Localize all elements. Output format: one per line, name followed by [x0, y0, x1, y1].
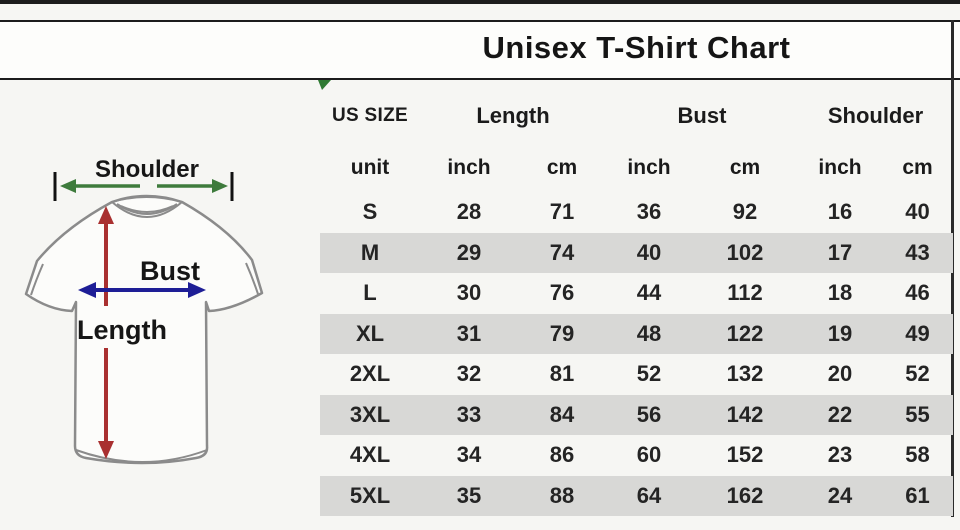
- shoulder-inch-header: inch: [818, 156, 862, 179]
- bust-measure: Bust: [78, 256, 206, 298]
- measurement-value: 52: [905, 361, 930, 387]
- length-cm-header: cm: [546, 156, 578, 179]
- measurement-value: 132: [726, 361, 764, 387]
- measurement-value: 43: [905, 239, 930, 265]
- tshirt-measurement-diagram: Shoulder Length Bust: [0, 140, 320, 530]
- table-row: 3XL 33 84 56 142 22 55: [320, 394, 953, 435]
- measurement-value: 71: [549, 199, 575, 225]
- page-title: Unisex T-Shirt Chart: [482, 30, 791, 65]
- measurement-value: 44: [636, 280, 662, 306]
- size-label: 4XL: [349, 442, 391, 468]
- measurement-value: 17: [827, 239, 853, 265]
- unit-header: unit: [350, 156, 390, 179]
- measurement-value: 16: [827, 199, 853, 225]
- measurement-value: 20: [827, 361, 853, 387]
- measurement-value: 74: [549, 239, 575, 265]
- bust-arrow-label: Bust: [140, 256, 200, 286]
- shoulder-arrow-label: Shoulder: [95, 156, 199, 183]
- measurement-value: 52: [636, 361, 662, 387]
- title-top-rule: [0, 20, 960, 22]
- measurement-value: 19: [827, 320, 853, 346]
- green-wedge-marker: [318, 80, 331, 90]
- table-unit-header-row: unit inch cm inch cm inch cm: [320, 144, 953, 192]
- size-label: L: [363, 280, 377, 306]
- measurement-value: 102: [726, 239, 764, 265]
- measurement-value: 28: [456, 199, 482, 225]
- tshirt-detail-lines: [30, 196, 259, 463]
- table-row: 4XL 34 86 60 152 23 58: [320, 435, 953, 476]
- measurement-value: 40: [636, 239, 662, 265]
- measurement-value: 92: [732, 199, 758, 225]
- measurement-value: 22: [827, 401, 853, 427]
- table-row: L 30 76 44 112 18 46: [320, 273, 953, 314]
- tshirt-diagram-svg: Shoulder Length Bust: [24, 156, 264, 465]
- title-band: [0, 22, 960, 78]
- size-label: 3XL: [349, 401, 391, 427]
- size-table: US SIZE Length Bust Shoulder unit inch c…: [320, 88, 953, 516]
- size-label: 5XL: [349, 482, 391, 508]
- measurement-value: 142: [726, 401, 764, 427]
- measurement-value: 122: [726, 320, 764, 346]
- shoulder-group-header: Shoulder: [827, 103, 924, 128]
- measurement-value: 56: [636, 401, 662, 427]
- table-row: XL 31 79 48 122 19 49: [320, 313, 953, 354]
- measurement-value: 84: [549, 401, 575, 427]
- tshirt-outline: [24, 194, 264, 465]
- measurement-value: 49: [905, 320, 930, 346]
- measurement-value: 61: [905, 482, 930, 508]
- measurement-value: 48: [636, 320, 662, 346]
- top-rule: [0, 0, 960, 4]
- measurement-value: 35: [456, 482, 482, 508]
- measurement-value: 76: [549, 280, 575, 306]
- table-row: 5XL 35 88 64 162 24 61: [320, 475, 953, 516]
- size-label: M: [360, 239, 380, 265]
- measurement-value: 86: [549, 442, 575, 468]
- table-row: S 28 71 36 92 16 40: [320, 192, 953, 233]
- measurement-value: 88: [549, 482, 575, 508]
- bust-group-header: Bust: [677, 103, 727, 128]
- length-group-header: Length: [476, 103, 550, 128]
- size-table-body: S 28 71 36 92 16 40 M 29 74 40 102 17 43 L 30 76 44 112 18 4…: [320, 192, 953, 516]
- measurement-value: 30: [456, 280, 482, 306]
- length-arrow-label: Length: [77, 315, 167, 345]
- size-label: 2XL: [349, 361, 391, 387]
- size-label: XL: [355, 320, 385, 346]
- table-group-header-row: US SIZE Length Bust Shoulder: [320, 88, 953, 144]
- measurement-value: 18: [827, 280, 853, 306]
- measurement-value: 58: [905, 442, 930, 468]
- measurement-value: 60: [636, 442, 662, 468]
- measurement-value: 34: [456, 442, 482, 468]
- measurement-value: 40: [905, 199, 930, 225]
- measurement-value: 33: [456, 401, 482, 427]
- measurement-value: 81: [549, 361, 575, 387]
- shoulder-cm-header: cm: [902, 156, 933, 179]
- bust-cm-header: cm: [729, 156, 761, 179]
- measurement-value: 32: [456, 361, 482, 387]
- bust-inch-header: inch: [627, 156, 671, 179]
- measurement-value: 112: [727, 280, 763, 306]
- us-size-header: US SIZE: [331, 105, 408, 126]
- measurement-value: 23: [827, 442, 853, 468]
- size-label: S: [362, 199, 378, 225]
- title-bottom-rule: [0, 78, 960, 80]
- measurement-value: 55: [905, 401, 930, 427]
- measurement-value: 64: [636, 482, 662, 508]
- table-row: 2XL 32 81 52 132 20 52: [320, 354, 953, 395]
- table-row: M 29 74 40 102 17 43: [320, 232, 953, 273]
- measurement-value: 162: [726, 482, 764, 508]
- measurement-value: 46: [905, 280, 930, 306]
- measurement-value: 29: [456, 239, 482, 265]
- measurement-value: 24: [827, 482, 853, 508]
- measurement-value: 152: [726, 442, 764, 468]
- measurement-value: 36: [636, 199, 662, 225]
- measurement-value: 79: [549, 320, 575, 346]
- measurement-value: 31: [456, 320, 482, 346]
- shoulder-measure: Shoulder: [53, 156, 234, 201]
- length-inch-header: inch: [447, 156, 491, 179]
